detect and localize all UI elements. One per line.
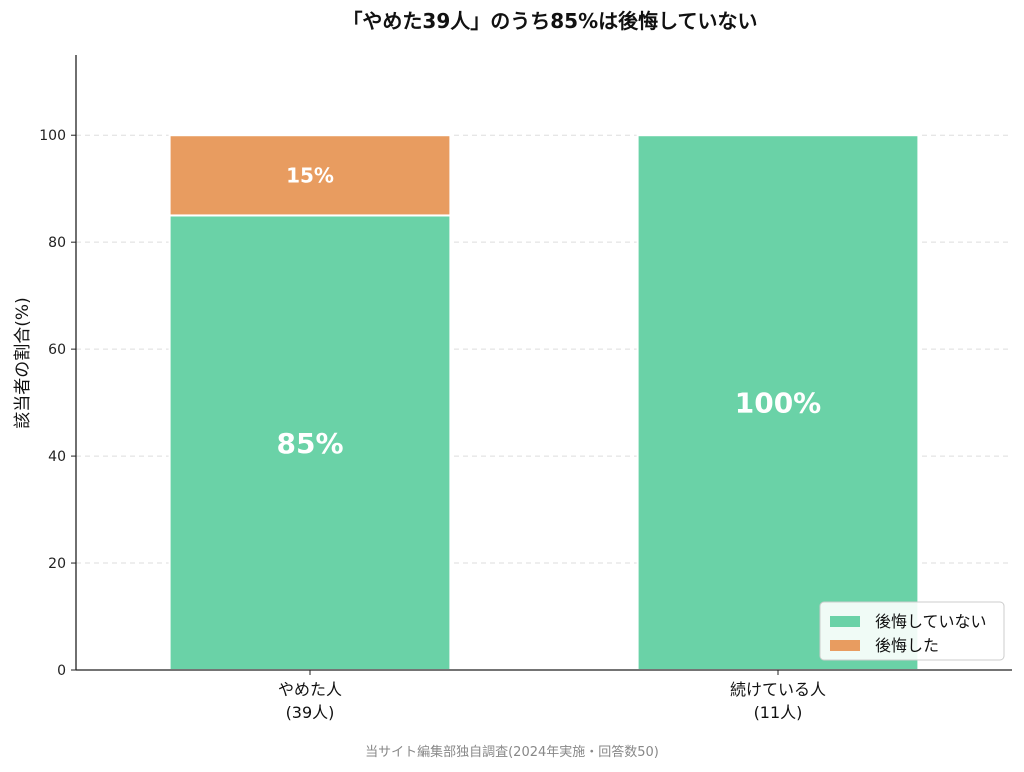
y-tick-label: 20	[48, 556, 66, 572]
y-axis-label: 該当者の割合(%)	[13, 297, 33, 428]
x-category-count: (39人)	[286, 703, 335, 722]
y-ticks: 0 20 40 60 80 100	[39, 128, 76, 679]
y-tick-label: 60	[48, 342, 66, 358]
bar-segment	[636, 134, 920, 671]
x-category-label: やめた人	[278, 680, 342, 699]
bar-value-label: 100%	[735, 387, 822, 420]
y-tick-label: 80	[48, 235, 66, 251]
legend-swatch	[830, 616, 860, 627]
legend-swatch	[830, 640, 860, 651]
bar-segment	[168, 134, 452, 217]
bar-segment	[168, 214, 452, 671]
source-note: 当サイト編集部独自調査(2024年実施・回答数50)	[365, 744, 659, 760]
y-tick-label: 0	[57, 663, 66, 679]
legend-label: 後悔した	[875, 636, 939, 655]
x-category-label: 続けている人	[730, 680, 826, 699]
bars: 85% 15% 100%	[168, 134, 920, 671]
bar-value-label: 15%	[286, 164, 334, 188]
x-categories: やめた人 (39人) 続けている人 (11人)	[278, 670, 826, 722]
bar-value-label: 85%	[276, 427, 343, 460]
y-tick-label: 100	[39, 128, 66, 144]
chart-title: 「やめた39人」のうち85%は後悔していない	[342, 9, 757, 33]
legend-box	[819, 601, 1005, 661]
y-tick-label: 40	[48, 449, 66, 465]
x-category-count: (11人)	[754, 703, 803, 722]
legend-label: 後悔していない	[875, 612, 987, 631]
